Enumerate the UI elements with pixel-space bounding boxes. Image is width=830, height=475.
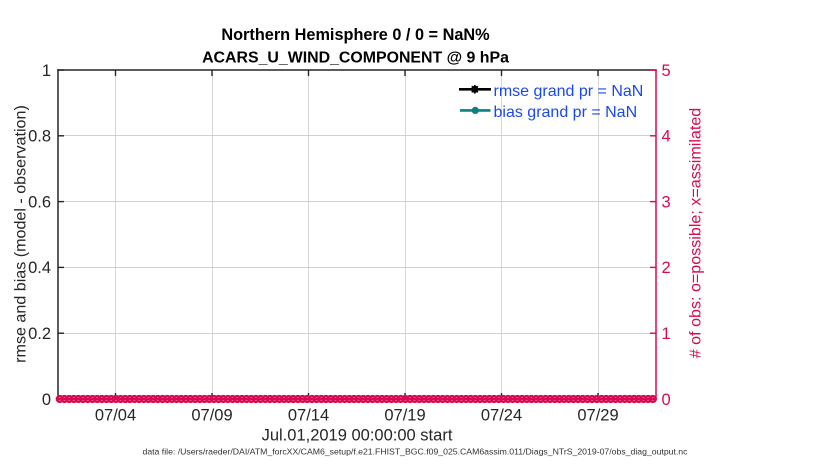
svg-text:07/24: 07/24 <box>481 407 522 425</box>
svg-text:Jul.01,2019 00:00:00 start: Jul.01,2019 00:00:00 start <box>262 427 453 445</box>
svg-text:07/14: 07/14 <box>288 407 329 425</box>
svg-text:07/09: 07/09 <box>191 407 232 425</box>
svg-text:2: 2 <box>662 259 671 277</box>
svg-text:5: 5 <box>662 62 671 80</box>
svg-text:3: 3 <box>662 193 671 211</box>
svg-text:bias grand pr = NaN: bias grand pr = NaN <box>494 104 638 121</box>
svg-text:0.8: 0.8 <box>28 128 51 146</box>
svg-text:07/19: 07/19 <box>384 407 425 425</box>
svg-text:rmse and bias (model - observa: rmse and bias (model - observation) <box>12 105 30 363</box>
svg-text:1: 1 <box>662 325 671 343</box>
svg-text:0.6: 0.6 <box>28 193 51 211</box>
svg-text:rmse grand pr = NaN: rmse grand pr = NaN <box>494 83 644 100</box>
svg-text:0.2: 0.2 <box>28 325 51 343</box>
svg-text:Northern Hemisphere 0 / 0 = Na: Northern Hemisphere 0 / 0 = NaN% <box>221 26 490 44</box>
svg-text:0: 0 <box>662 391 671 409</box>
svg-text:07/29: 07/29 <box>577 407 618 425</box>
svg-text:data file: /Users/raeder/DAI/A: data file: /Users/raeder/DAI/ATM_forcXX/… <box>142 447 688 457</box>
svg-text:0: 0 <box>42 391 51 409</box>
svg-text:4: 4 <box>662 128 671 146</box>
svg-text:# of obs: o=possible; x=assimi: # of obs: o=possible; x=assimilated <box>687 108 705 359</box>
svg-text:0.4: 0.4 <box>28 259 51 277</box>
svg-text:07/04: 07/04 <box>95 407 136 425</box>
svg-text:1: 1 <box>42 62 51 80</box>
svg-text:ACARS_U_WIND_COMPONENT @ 9 hPa: ACARS_U_WIND_COMPONENT @ 9 hPa <box>202 50 509 67</box>
